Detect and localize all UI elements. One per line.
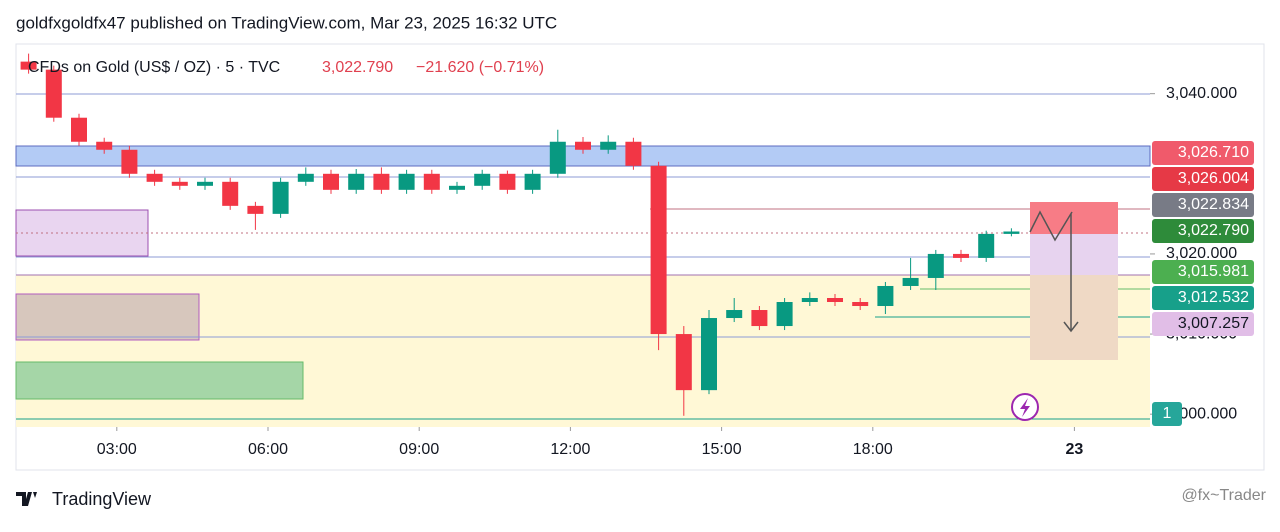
candle-body bbox=[978, 233, 995, 258]
candle-body bbox=[827, 297, 843, 303]
brand: TradingView bbox=[52, 489, 152, 509]
candle-body bbox=[171, 181, 188, 186]
candle-body bbox=[323, 173, 339, 190]
price-label-box bbox=[1152, 219, 1254, 243]
candle-body bbox=[398, 173, 415, 190]
target-zone bbox=[1030, 234, 1118, 275]
last-price: 3,022.790 bbox=[322, 59, 393, 76]
candle-body bbox=[297, 173, 314, 182]
price-label: 3,022.834 bbox=[1178, 196, 1249, 213]
price-label: 3,007.257 bbox=[1178, 315, 1249, 332]
candle-body bbox=[726, 310, 743, 319]
candle-body bbox=[675, 334, 692, 391]
candle-body bbox=[474, 173, 491, 186]
price-label-box bbox=[1152, 286, 1254, 310]
candle-body bbox=[247, 205, 264, 214]
candle-body bbox=[499, 173, 516, 190]
candle-body bbox=[801, 297, 818, 303]
price-label-box bbox=[1152, 167, 1254, 191]
price-label: 3,026.004 bbox=[1178, 170, 1249, 187]
price-label: 3,022.790 bbox=[1178, 222, 1249, 239]
price-label: 3,012.532 bbox=[1178, 289, 1249, 306]
badge-box bbox=[1152, 402, 1182, 426]
stop-zone bbox=[1030, 202, 1118, 234]
zone-green bbox=[15, 361, 304, 400]
candle-body bbox=[650, 165, 667, 335]
candle-body bbox=[902, 277, 919, 286]
projection bbox=[1029, 210, 1073, 242]
y-tick-label: 3,000.000 bbox=[1166, 405, 1237, 422]
zone-brown bbox=[15, 293, 200, 341]
watermark: @fx~Trader bbox=[1181, 487, 1266, 504]
target-zone bbox=[1030, 275, 1118, 360]
candle-body bbox=[953, 253, 969, 258]
candle-body bbox=[96, 141, 113, 150]
candle-body bbox=[272, 181, 289, 214]
price-label-box bbox=[1152, 312, 1254, 336]
change: −21.620 (−0.71%) bbox=[416, 59, 544, 76]
x-tick-label: 18:00 bbox=[853, 441, 893, 458]
legend: CFDs on Gold (US$ / OZ) · 5 · TVC 3,022.… bbox=[28, 59, 544, 76]
price-label: 3,015.981 bbox=[1178, 263, 1249, 280]
candle-body bbox=[449, 185, 465, 190]
logo bbox=[16, 492, 37, 506]
x-tick-label: 15:00 bbox=[702, 441, 742, 458]
price-label-box bbox=[1152, 193, 1254, 217]
candle-body bbox=[423, 173, 440, 190]
header: goldfxgoldfx47 published on TradingView.… bbox=[16, 13, 557, 32]
candle-body bbox=[20, 61, 37, 70]
price-label-box bbox=[1152, 141, 1254, 165]
candle-body bbox=[197, 181, 213, 186]
candle-body bbox=[877, 285, 894, 307]
x-tick-label: 12:00 bbox=[550, 441, 590, 458]
candle-body bbox=[1003, 231, 1020, 234]
candle-body bbox=[776, 302, 793, 327]
demand-zone bbox=[16, 275, 1150, 427]
candle-body bbox=[348, 173, 365, 190]
candle-body bbox=[600, 141, 617, 150]
y-tick-label: 3,020.000 bbox=[1166, 245, 1237, 262]
candle-body bbox=[222, 181, 239, 206]
candle-body bbox=[524, 173, 541, 190]
y-tick-label: 3,040.000 bbox=[1166, 85, 1237, 102]
candle-body bbox=[45, 69, 62, 118]
candle-body bbox=[373, 173, 390, 190]
candle-body bbox=[852, 302, 869, 307]
candle-body bbox=[927, 253, 944, 278]
candle-body bbox=[625, 141, 642, 166]
footer: TradingView @fx~Trader bbox=[16, 487, 1267, 509]
x-tick-label: 09:00 bbox=[399, 441, 439, 458]
candle-body bbox=[751, 310, 768, 327]
symbol: CFDs on Gold (US$ / OZ) · 5 · TVC bbox=[28, 59, 280, 76]
candle-body bbox=[549, 141, 566, 174]
candle-body bbox=[71, 117, 87, 142]
price-label-box bbox=[1152, 260, 1254, 284]
price-label: 3,026.710 bbox=[1178, 144, 1249, 161]
candle-body bbox=[575, 141, 591, 150]
x-tick-label: 23 bbox=[1066, 441, 1084, 458]
alert-bolt bbox=[1020, 398, 1030, 417]
x-tick-label: 03:00 bbox=[97, 441, 137, 458]
badge: 1 bbox=[1163, 405, 1172, 422]
arrow-head bbox=[1063, 321, 1079, 333]
candle-body bbox=[121, 149, 138, 174]
x-tick-label: 06:00 bbox=[248, 441, 288, 458]
candle-body bbox=[146, 173, 163, 182]
candle-body bbox=[701, 318, 717, 391]
